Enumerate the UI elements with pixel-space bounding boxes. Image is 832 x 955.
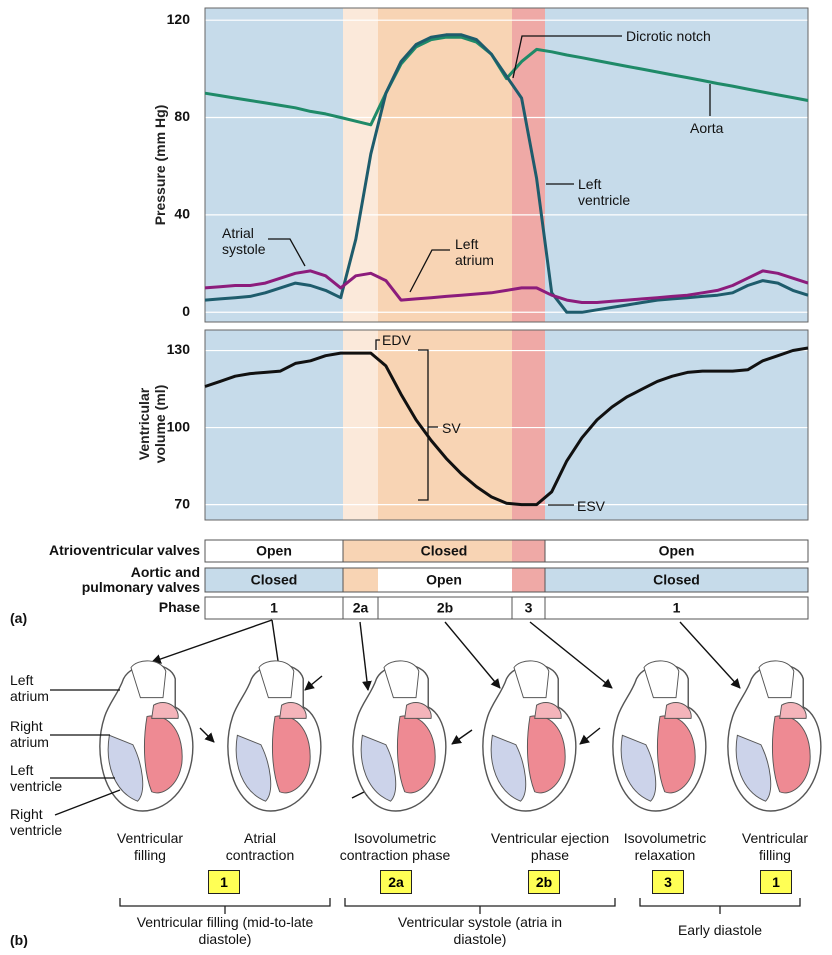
table-cell-fill	[343, 568, 378, 592]
figure: 0408012070100130 OpenClosedOpenClosedOpe…	[0, 0, 832, 955]
phase-band	[545, 8, 808, 322]
phase-badge: 1	[208, 870, 240, 894]
y-axis-label: Pressure (mm Hg)	[152, 85, 168, 245]
heart-label: Right ventricle	[10, 806, 70, 838]
table-cell-text: Open	[256, 543, 292, 559]
y-tick-label: 80	[174, 108, 190, 124]
annotation: Atrial systole	[222, 225, 282, 257]
row-label: Aortic and pulmonary valves	[70, 565, 200, 595]
table-cell-fill	[512, 568, 545, 592]
y-axis-label: Ventricular volume (ml)	[136, 369, 168, 479]
group-label: Ventricular systole (atria in diastole)	[395, 914, 565, 948]
caption: Atrial contraction	[210, 830, 310, 864]
table-cell-text: 1	[270, 600, 278, 616]
table-cell-text: Closed	[421, 543, 468, 559]
y-tick-label: 40	[174, 206, 190, 222]
heart-label: Left ventricle	[10, 762, 70, 794]
table-cell-text: Open	[659, 543, 695, 559]
heart-label: Right atrium	[10, 718, 60, 750]
table-cell-text: 3	[525, 600, 533, 616]
table-cell-fill	[512, 540, 545, 562]
annotation: SV	[442, 420, 461, 436]
page: 0408012070100130 OpenClosedOpenClosedOpe…	[0, 0, 832, 955]
caption: Isovolumetric relaxation	[610, 830, 720, 864]
row-label: Phase	[159, 600, 200, 615]
annotation: Dicrotic notch	[626, 28, 711, 44]
phase-badge: 2a	[380, 870, 412, 894]
panel-label: (b)	[10, 932, 28, 948]
table-cell-text: Closed	[653, 572, 700, 588]
caption: Ventricular filling	[725, 830, 825, 864]
caption: Ventricular filling	[100, 830, 200, 864]
y-tick-label: 0	[182, 303, 190, 319]
y-tick-label: 130	[167, 341, 191, 357]
table-cell-fill	[343, 540, 378, 562]
table-cell-text: 1	[673, 600, 681, 616]
caption: Isovolumetric contraction phase	[325, 830, 465, 864]
annotation: Left atrium	[455, 236, 511, 268]
valve-table: Open Closed Open Closed Open Closed 1 2a 2b 3 1	[205, 540, 808, 619]
group-brackets	[120, 898, 800, 914]
y-tick-label: 100	[167, 418, 191, 434]
group-label: Ventricular filling (mid-to-late diastol…	[130, 914, 320, 948]
table-cell-text: Closed	[251, 572, 298, 588]
table-cell-text: 2b	[437, 600, 453, 616]
row-label: Atrioventricular valves	[49, 543, 200, 558]
caption: Ventricular ejection phase	[480, 830, 620, 864]
annotation: EDV	[382, 332, 411, 348]
annotation: Left ventricle	[578, 176, 648, 208]
annotation: Aorta	[690, 120, 723, 136]
phase-band	[205, 330, 343, 520]
heart-label: Left atrium	[10, 672, 60, 704]
table-cell-text: 2a	[353, 600, 369, 616]
table-cell-text: Open	[426, 572, 462, 588]
phase-badge: 3	[652, 870, 684, 894]
y-tick-label: 120	[167, 11, 191, 27]
phase-band	[512, 330, 545, 520]
panel-label: (a)	[10, 610, 27, 626]
phase-band	[343, 330, 378, 520]
phase-badge: 2b	[528, 870, 560, 894]
phase-badge: 1	[760, 870, 792, 894]
group-label: Early diastole	[660, 922, 780, 939]
annotation: ESV	[577, 498, 605, 514]
y-tick-label: 70	[174, 495, 190, 511]
